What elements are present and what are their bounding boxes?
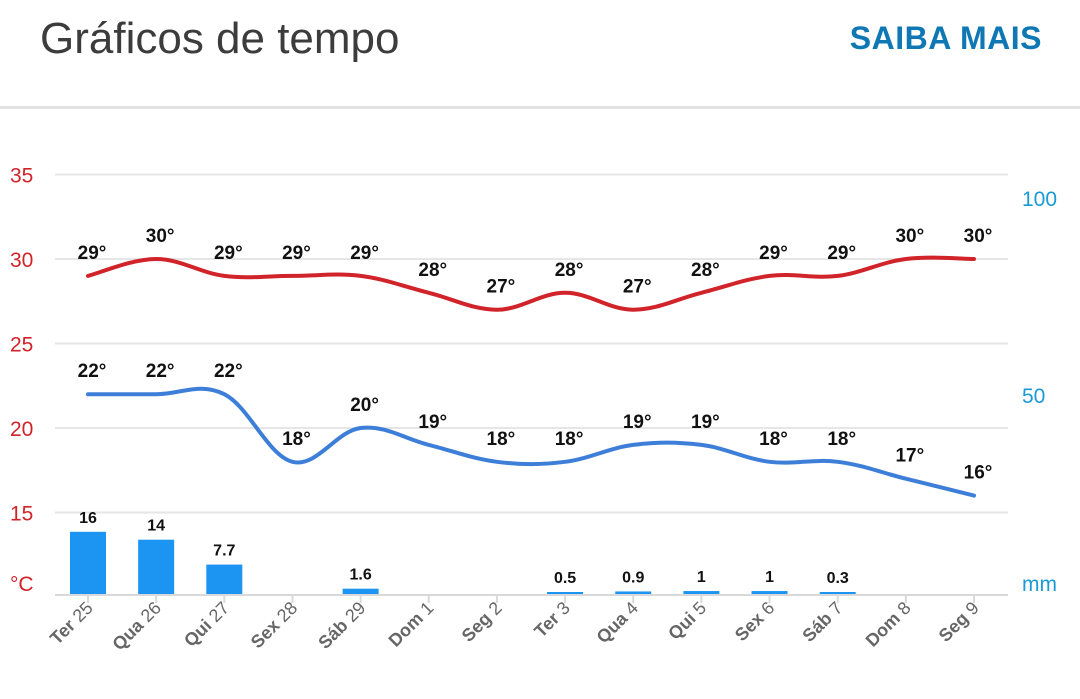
x-tick-label: Sáb 7 [798, 598, 846, 646]
max-temp-label: 29° [282, 243, 311, 264]
max-temp-label: 29° [759, 243, 788, 264]
x-tick-label: Qui 27 [180, 598, 233, 651]
max-temp-label: 28° [418, 260, 447, 281]
min-temp-label: 19° [691, 412, 720, 433]
x-tick-label: Sáb 29 [314, 598, 369, 653]
min-temp-label: 18° [827, 429, 856, 450]
min-temp-label: 19° [418, 412, 447, 433]
precip-bar [547, 592, 584, 595]
min-temp-label: 20° [350, 395, 379, 416]
max-temp-label: 30° [895, 226, 924, 247]
min-temp-label: 22° [146, 361, 175, 382]
max-temp-label: 29° [350, 243, 379, 264]
min-temp-label: 18° [555, 429, 584, 450]
y-left-tick-label: 25 [10, 334, 33, 357]
min-temp-label: 16° [964, 463, 993, 484]
min-temp-label: 22° [78, 361, 107, 382]
precip-label: 0.3 [827, 570, 849, 587]
x-tick-label: Sex 28 [247, 598, 301, 652]
max-temp-label: 29° [827, 243, 856, 264]
precip-bar [70, 531, 106, 595]
card-header: Gráficos de tempo SAIBA MAIS [0, 0, 1080, 109]
temperature-lines [86, 255, 976, 498]
grid-lines [55, 173, 1008, 514]
header-divider [0, 106, 1080, 109]
min-temperature-line [86, 386, 976, 498]
y-left-unit: °C [10, 573, 34, 596]
precip-label: 14 [147, 518, 165, 535]
max-temperature-line [86, 255, 976, 312]
max-temp-label: 28° [691, 260, 720, 281]
precip-bar [819, 592, 856, 595]
precip-bar [683, 591, 720, 595]
y-right-unit: mm [1022, 573, 1057, 596]
y-right-tick-label: 50 [1022, 385, 1045, 408]
max-temp-label: 29° [78, 243, 107, 264]
precip-bar [342, 588, 379, 595]
max-temp-label: 30° [146, 226, 175, 247]
y-left-tick-label: 35 [10, 165, 33, 188]
x-tick-label: Dom 1 [385, 598, 438, 651]
y-left-tick-label: 30 [10, 249, 33, 272]
x-tick-label: Dom 8 [862, 598, 915, 651]
min-temp-label: 18° [759, 429, 788, 450]
max-temp-label: 28° [555, 260, 584, 281]
data-labels: 16 14 7.7 1.6 0.5 0.9 1 1 0.3 29° 30° 29° 29° 29° 28° 2… [78, 226, 993, 587]
precip-bar [751, 591, 788, 595]
precip-label: 0.9 [622, 569, 644, 586]
max-temp-label: 27° [623, 277, 652, 298]
precip-bar [206, 564, 243, 595]
precip-bar [138, 539, 175, 595]
max-temp-label: 30° [964, 226, 993, 247]
x-tick-label: Qua 26 [108, 598, 165, 655]
precip-label: 1 [697, 569, 706, 586]
max-temp-label: 29° [214, 243, 243, 264]
y-left-tick-label: 15 [10, 503, 33, 526]
min-temp-label: 19° [623, 412, 652, 433]
saiba-mais-link[interactable]: SAIBA MAIS [849, 20, 1042, 56]
page-title: Gráficos de tempo [40, 14, 400, 63]
precip-label: 7.7 [213, 543, 235, 560]
min-temp-label: 17° [895, 446, 924, 467]
precip-label: 1 [765, 569, 774, 586]
precip-bar [615, 591, 652, 595]
x-tick-label: Sex 6 [731, 598, 778, 645]
precip-label: 1.6 [349, 567, 371, 584]
precip-label: 0.5 [554, 570, 576, 587]
min-temp-label: 22° [214, 361, 243, 382]
y-right-tick-label: 100 [1022, 188, 1057, 211]
max-temp-label: 27° [487, 277, 516, 298]
x-tick-label: Seg 2 [458, 598, 506, 646]
min-temp-label: 18° [487, 429, 516, 450]
x-tick-label: Ter 3 [530, 598, 574, 642]
min-temp-label: 18° [282, 429, 311, 450]
y-left-tick-label: 20 [10, 418, 33, 441]
precip-label: 16 [79, 510, 97, 527]
x-tick-label: Ter 25 [46, 598, 97, 649]
x-tick-label: Seg 9 [935, 598, 983, 646]
precipitation-bars [70, 531, 856, 595]
x-tick-label: Qui 5 [664, 598, 710, 644]
x-tick-label: Qua 4 [593, 598, 643, 648]
